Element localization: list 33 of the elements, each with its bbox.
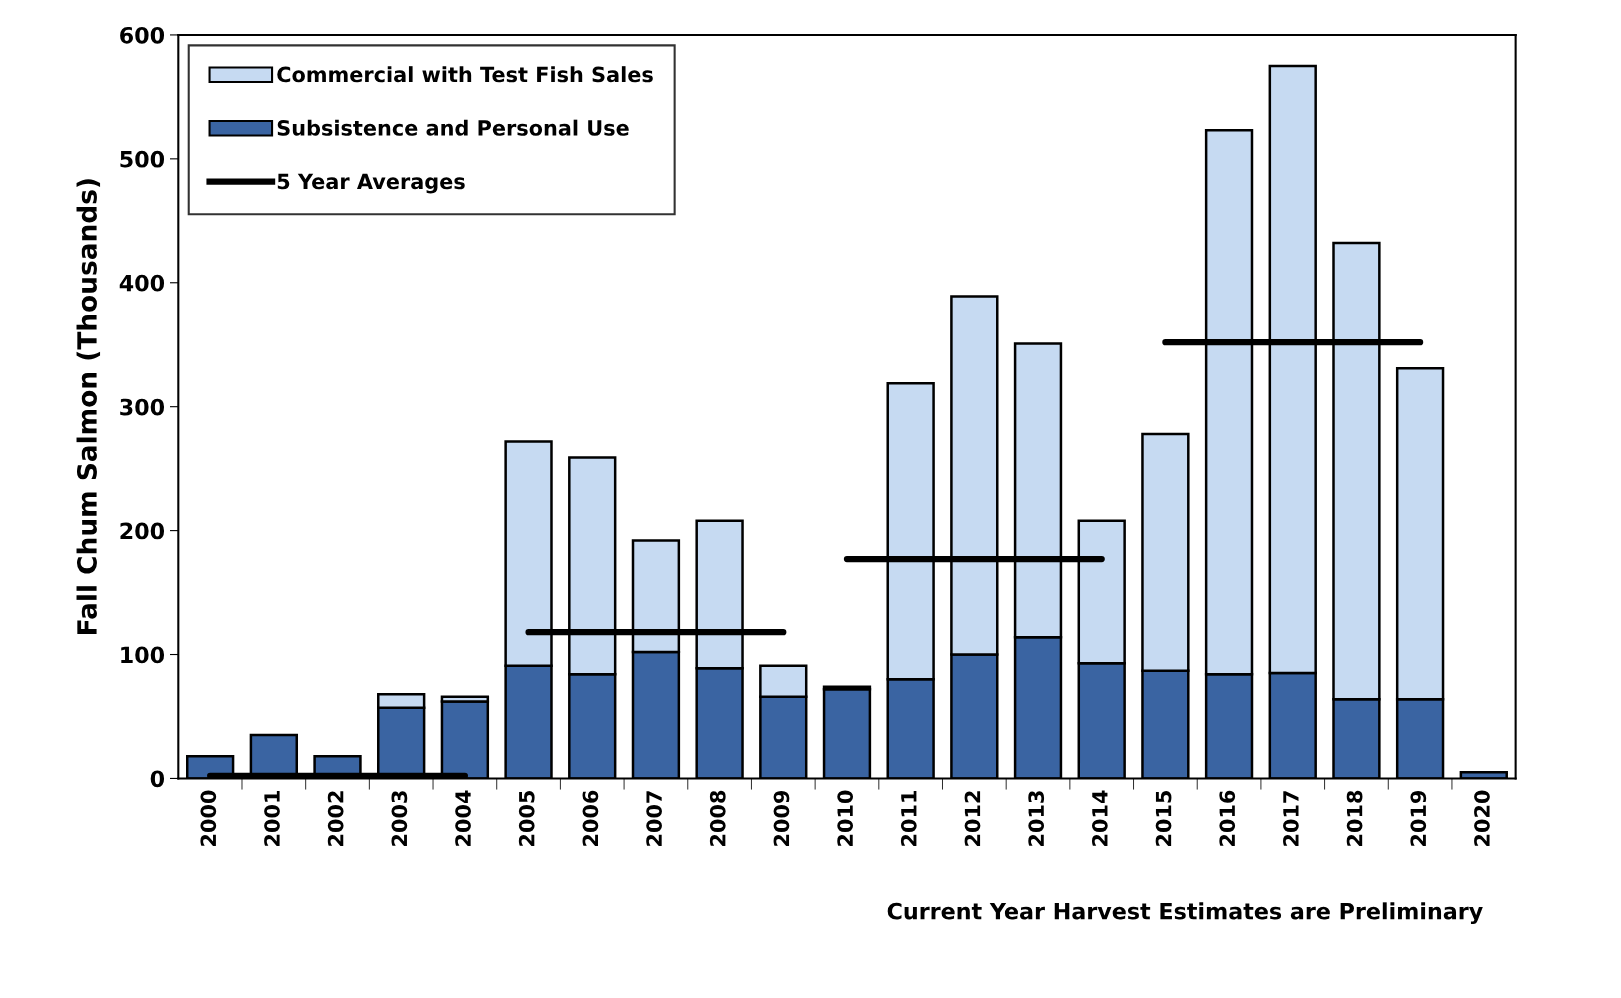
x-tick-label: 2016 bbox=[1219, 790, 1236, 846]
y-tick-label: 600 bbox=[120, 26, 165, 44]
x-tick-label: 2004 bbox=[455, 790, 471, 846]
x-tick-label: 2005 bbox=[518, 791, 535, 846]
text: Current Year Harvest Estimates are Preliminary bbox=[887, 902, 1483, 925]
x-tick-label: 2012 bbox=[964, 791, 981, 846]
y-tick-label: 400 bbox=[119, 274, 165, 292]
y-axis-title: Fall Chum Salmon (Thousands) bbox=[76, 179, 101, 634]
x-tick-label: 2010 bbox=[837, 790, 854, 846]
x-tick-label: 2000 bbox=[200, 790, 217, 846]
x-tick-label: 2008 bbox=[709, 790, 726, 846]
y-tick-label: 500 bbox=[120, 150, 165, 168]
y-tick-label: 300 bbox=[120, 398, 165, 416]
x-tick-label: 2015 bbox=[1155, 791, 1172, 846]
x-tick-label: 2009 bbox=[773, 790, 790, 846]
x-tick-label: 2014 bbox=[1091, 790, 1108, 846]
x-tick-label: 2006 bbox=[582, 790, 599, 846]
y-tick-label: 100 bbox=[121, 646, 165, 664]
x-tick-label: 2003 bbox=[391, 791, 408, 846]
x-tick-label: 2018 bbox=[1346, 790, 1363, 846]
x-tick-label: 2013 bbox=[1028, 791, 1045, 846]
legend-label: 5 Year Averages bbox=[277, 173, 465, 194]
y-tick-label: 200 bbox=[120, 522, 165, 540]
x-tick-label: 2011 bbox=[900, 790, 917, 846]
x-tick-label: 2017 bbox=[1283, 791, 1299, 846]
y-tick-label: 0 bbox=[150, 770, 165, 788]
legend-label: Commercial with Test Fish Sales bbox=[277, 66, 653, 83]
x-tick-label: 2001 bbox=[264, 790, 280, 846]
x-tick-label: 2020 bbox=[1474, 790, 1490, 846]
x-tick-label: 2007 bbox=[646, 791, 662, 846]
legend-label: Subsistence and Personal Use bbox=[277, 119, 629, 136]
x-tick-label: 2002 bbox=[327, 791, 344, 846]
x-tick-label: 2019 bbox=[1410, 790, 1427, 846]
